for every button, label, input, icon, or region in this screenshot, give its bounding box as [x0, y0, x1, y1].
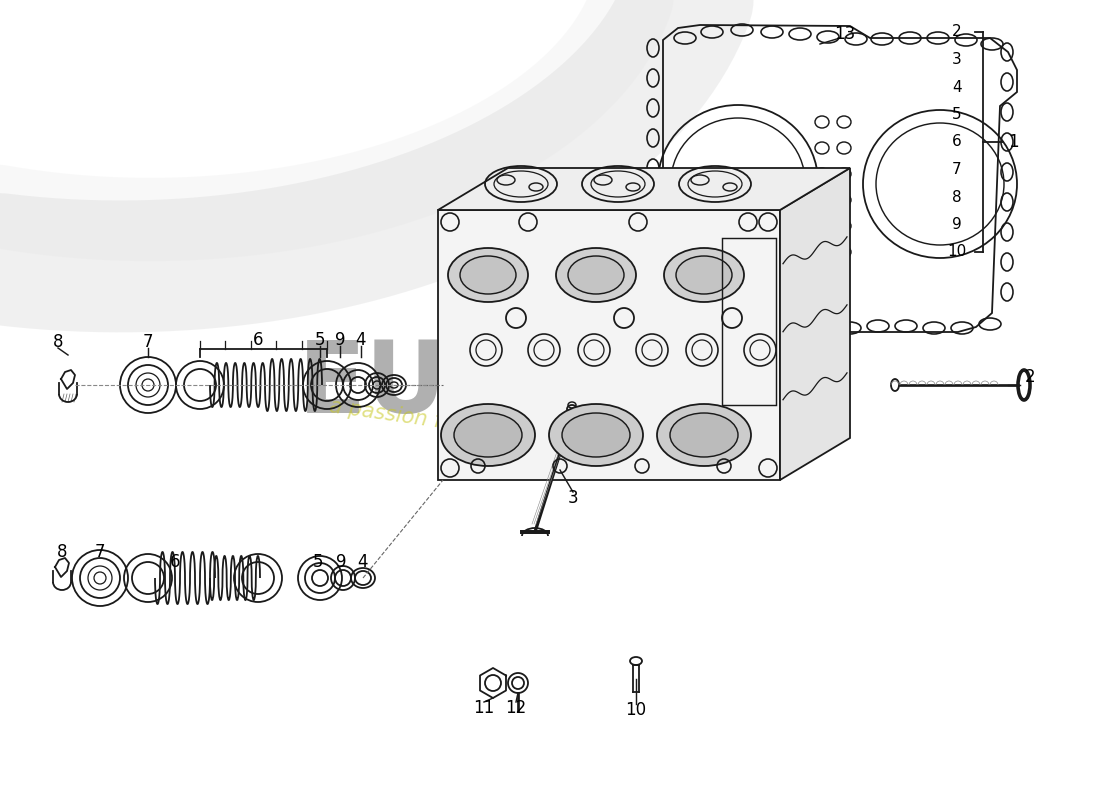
Text: 8: 8 — [57, 543, 67, 561]
Polygon shape — [780, 168, 850, 480]
Text: 7: 7 — [953, 162, 961, 177]
Text: 3: 3 — [953, 52, 961, 67]
Ellipse shape — [664, 248, 744, 302]
Text: 6: 6 — [169, 553, 180, 571]
Ellipse shape — [657, 404, 751, 466]
Text: 6: 6 — [253, 331, 263, 349]
Ellipse shape — [568, 256, 624, 294]
Text: 4: 4 — [355, 331, 366, 349]
Ellipse shape — [670, 413, 738, 457]
Text: 10: 10 — [626, 701, 647, 719]
Ellipse shape — [441, 404, 535, 466]
Ellipse shape — [549, 404, 644, 466]
Text: 2: 2 — [953, 25, 961, 39]
Text: 1: 1 — [1008, 133, 1019, 151]
Ellipse shape — [676, 256, 732, 294]
Text: 2: 2 — [1025, 368, 1035, 386]
Text: 8: 8 — [953, 190, 961, 205]
Text: 8: 8 — [53, 333, 64, 351]
Text: 9: 9 — [336, 553, 346, 571]
Text: 7: 7 — [95, 543, 106, 561]
Text: 9: 9 — [953, 217, 961, 232]
Text: 11: 11 — [473, 699, 495, 717]
Polygon shape — [438, 210, 780, 480]
Text: 9: 9 — [334, 331, 345, 349]
Ellipse shape — [454, 413, 522, 457]
Text: 5: 5 — [312, 553, 323, 571]
Ellipse shape — [460, 256, 516, 294]
Text: 5: 5 — [315, 331, 326, 349]
Ellipse shape — [556, 248, 636, 302]
Text: 4: 4 — [356, 553, 367, 571]
Text: a passion for porsche since 1985: a passion for porsche since 1985 — [328, 396, 672, 464]
Text: 7: 7 — [143, 333, 153, 351]
Ellipse shape — [448, 248, 528, 302]
Ellipse shape — [562, 413, 630, 457]
Text: 10: 10 — [947, 245, 967, 259]
Text: 12: 12 — [505, 699, 527, 717]
Text: 3: 3 — [568, 489, 579, 507]
Text: EUROP: EUROP — [298, 337, 682, 434]
Text: 13: 13 — [835, 25, 856, 43]
Text: 5: 5 — [953, 107, 961, 122]
Text: 4: 4 — [953, 79, 961, 94]
Polygon shape — [438, 168, 850, 210]
Text: 6: 6 — [953, 134, 961, 150]
